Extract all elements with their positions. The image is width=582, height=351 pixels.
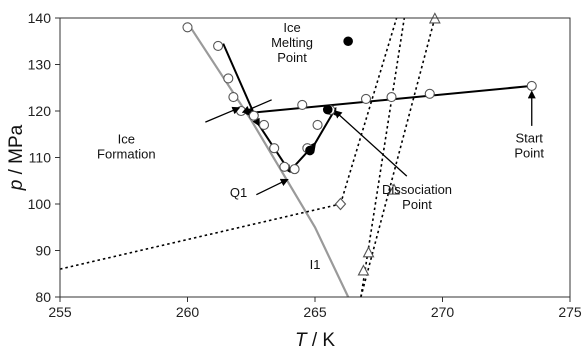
y-tick-label-2: 100 <box>28 196 52 212</box>
annotation-dissociation-leader <box>333 110 408 177</box>
path-2 <box>288 106 337 173</box>
y-axis-title: p / MPa <box>6 124 27 191</box>
point-2-1 <box>388 183 400 195</box>
annotation-ice-formation: Ice Formation <box>97 132 156 162</box>
point-0-13 <box>297 99 308 111</box>
x-axis-title: T / K <box>295 330 335 351</box>
point-0-1 <box>213 40 224 51</box>
annotation-ice-melting-leader <box>241 99 272 114</box>
point-0-5 <box>248 110 259 121</box>
x-tick-label-1: 260 <box>176 304 200 320</box>
y-tick-label-1: 90 <box>35 243 51 259</box>
annotation-ice-melting-line-2: Point <box>277 50 307 65</box>
annotation-ice-formation-line-0: Ice <box>118 132 135 147</box>
x-tick-label-4: 275 <box>558 304 582 320</box>
point-1-2 <box>305 145 315 156</box>
x-axis-variable: T <box>295 330 308 351</box>
y-axis-unit: / MPa <box>6 124 27 179</box>
point-0-11 <box>312 119 323 130</box>
point-3-0 <box>334 197 347 211</box>
point-0-14 <box>360 93 372 104</box>
point-1-1 <box>322 104 333 115</box>
y-axis-variable: p <box>6 180 27 192</box>
data-markers <box>182 12 537 276</box>
annotation-ice-formation-leader <box>205 106 241 123</box>
y-tick-label-3: 110 <box>29 150 52 166</box>
point-2-3 <box>357 264 370 276</box>
annotation-start: Start Point <box>514 131 544 161</box>
annotation-i1-line-0: I1 <box>310 257 321 272</box>
line-1 <box>60 203 341 270</box>
x-tick-label-3: 270 <box>431 304 455 320</box>
point-0-8 <box>279 161 290 172</box>
annotation-q1-line-0: Q1 <box>230 185 247 200</box>
point-0-2 <box>223 73 234 84</box>
path-1 <box>222 43 291 174</box>
y-tick-label-0: 80 <box>35 289 51 305</box>
axes: 255 260 265 270 275 80 90 100 110 120 130 140 T / K p… <box>6 10 582 351</box>
annotation-q1: Q1 <box>230 185 247 200</box>
point-0-3 <box>228 92 239 103</box>
point-0-6 <box>258 119 270 130</box>
annotation-dissociation-line-1: Point <box>402 197 432 212</box>
reference-lines <box>60 18 436 297</box>
point-0-15 <box>386 92 397 103</box>
line-4 <box>360 18 436 297</box>
annotation-i1: I1 <box>310 257 321 272</box>
annotation-ice-formation-line-1: Formation <box>97 147 156 162</box>
x-axis-unit: / K <box>307 330 336 351</box>
x-tick-label-0: 255 <box>48 304 72 320</box>
point-0-9 <box>289 164 300 175</box>
annotation-start-line-1: Point <box>514 146 544 161</box>
annotation-dissociation: Dissociation Point <box>382 182 452 212</box>
x-tick-label-2: 265 <box>303 304 327 320</box>
y-tick-label-4: 120 <box>28 103 52 119</box>
line-2 <box>339 18 398 205</box>
point-0-0 <box>182 22 193 33</box>
annotation-ice-melting-line-1: Melting <box>271 35 313 50</box>
line-0 <box>186 22 350 297</box>
annotation-q1-leader <box>256 178 289 196</box>
point-0-16 <box>424 88 435 99</box>
point-0-17 <box>526 80 537 91</box>
point-1-0 <box>343 36 353 47</box>
point-0-7 <box>269 143 280 154</box>
y-tick-label-6: 140 <box>28 10 52 26</box>
annotation-start-line-0: Start <box>515 131 543 146</box>
y-tick-label-5: 130 <box>28 57 52 73</box>
annotation-ice-melting-line-0: Ice <box>283 20 300 35</box>
annotation-dissociation-line-0: Dissociation <box>382 182 452 197</box>
annotation-ice-melting: Ice Melting Point <box>271 20 313 65</box>
point-2-2 <box>362 246 375 258</box>
